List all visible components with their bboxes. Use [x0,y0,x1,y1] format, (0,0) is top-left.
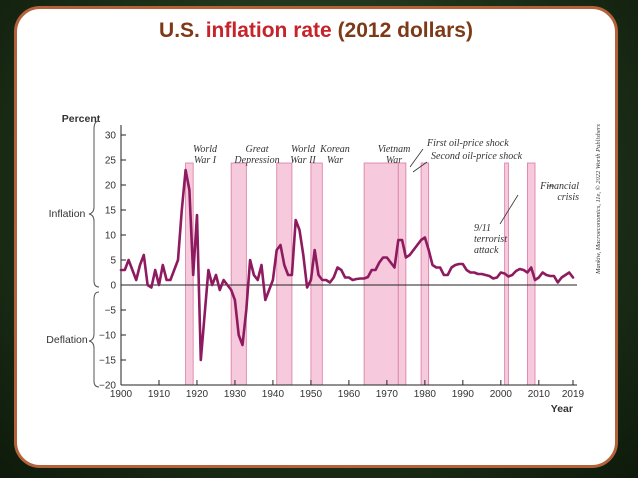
x-tick-label: 1960 [338,389,361,400]
annotation-first-oil-shock: First oil-price shock [426,138,509,149]
x-ticks: 1900 1910 1920 1930 1940 1950 1960 1970 1980 1990… [110,380,585,400]
x-tick-label: 1930 [224,389,247,400]
annotation-vietnam-war: Vietnam War [378,144,411,166]
x-tick-label: 1970 [376,389,399,400]
y-tick-label: 25 [105,156,117,167]
annotation-leader-line [499,194,519,225]
x-tick-label: 1910 [148,389,171,400]
x-tick-label: 1900 [110,389,133,400]
annotation-great-depression: Great Depression [233,144,279,166]
x-tick-label: 1920 [186,389,209,400]
annotation-second-oil-shock: Second oil-price shock [431,151,523,162]
y-tick-label: 15 [105,206,117,217]
y-ticks: 30 25 20 15 10 5 0 −5 −10 −15 −20 [99,131,126,392]
x-axis-title: Year [551,403,573,415]
title-part-1: U.S. [159,19,206,42]
series [119,168,575,362]
x-tick-label: 2000 [490,389,513,400]
title-highlight: inflation rate [205,19,332,42]
x-tick-label: 2019 [562,389,585,400]
x-tick-label: 2010 [528,389,551,400]
annotation-leader-line [409,148,424,168]
y-tick-label: 30 [105,131,117,142]
y-tick-label: 20 [105,181,117,192]
y-axis-title: Percent [62,113,101,125]
event-band-6 [420,162,430,386]
title-part-3: (2012 dollars) [331,19,473,42]
event-band-5 [397,162,407,386]
y-tick-label: −5 [105,306,117,317]
annotation-financial-crisis: Financial crisis [539,181,579,203]
inflation-chart: 30 25 20 15 10 5 0 −5 −10 −15 −20 1900 1910 1920 1930… [46,113,602,415]
annotations: World War I Great Depression World War IIKore… [193,138,579,256]
event-band-1 [230,162,247,386]
annotation-leader-line [412,161,428,173]
x-tick-label: 1940 [262,389,285,400]
slide-title: U.S. inflation rate (2012 dollars) [17,19,615,43]
y-tick-label: 10 [105,231,117,242]
y-tick-label: −20 [99,381,116,392]
slide: U.S. inflation rate (2012 dollars) 30 25 2… [14,6,618,468]
x-tick-label: 1950 [300,389,323,400]
credit-text: Mankiw, Macroeconomics, 11e, © 2022 Wort… [595,124,602,275]
inflation-label: Inflation [49,208,86,220]
annotation-korean-war: Korean War [319,144,350,166]
x-tick-label: 1980 [414,389,437,400]
inflation-series-line-0 [119,168,575,362]
y-tick-label: 0 [110,281,116,292]
y-tick-label: −15 [99,356,116,367]
deflation-label: Deflation [46,334,88,346]
inflation-brace [88,120,100,288]
annotation-world-war-i: World War I [193,144,218,166]
y-tick-label: 5 [110,256,116,267]
annotation-9-11: 9/11 terrorist attack [474,223,507,256]
deflation-brace [88,291,100,388]
annotation-world-war-ii: World War II [290,144,316,166]
x-tick-label: 1990 [452,389,475,400]
y-tick-label: −10 [99,331,116,342]
